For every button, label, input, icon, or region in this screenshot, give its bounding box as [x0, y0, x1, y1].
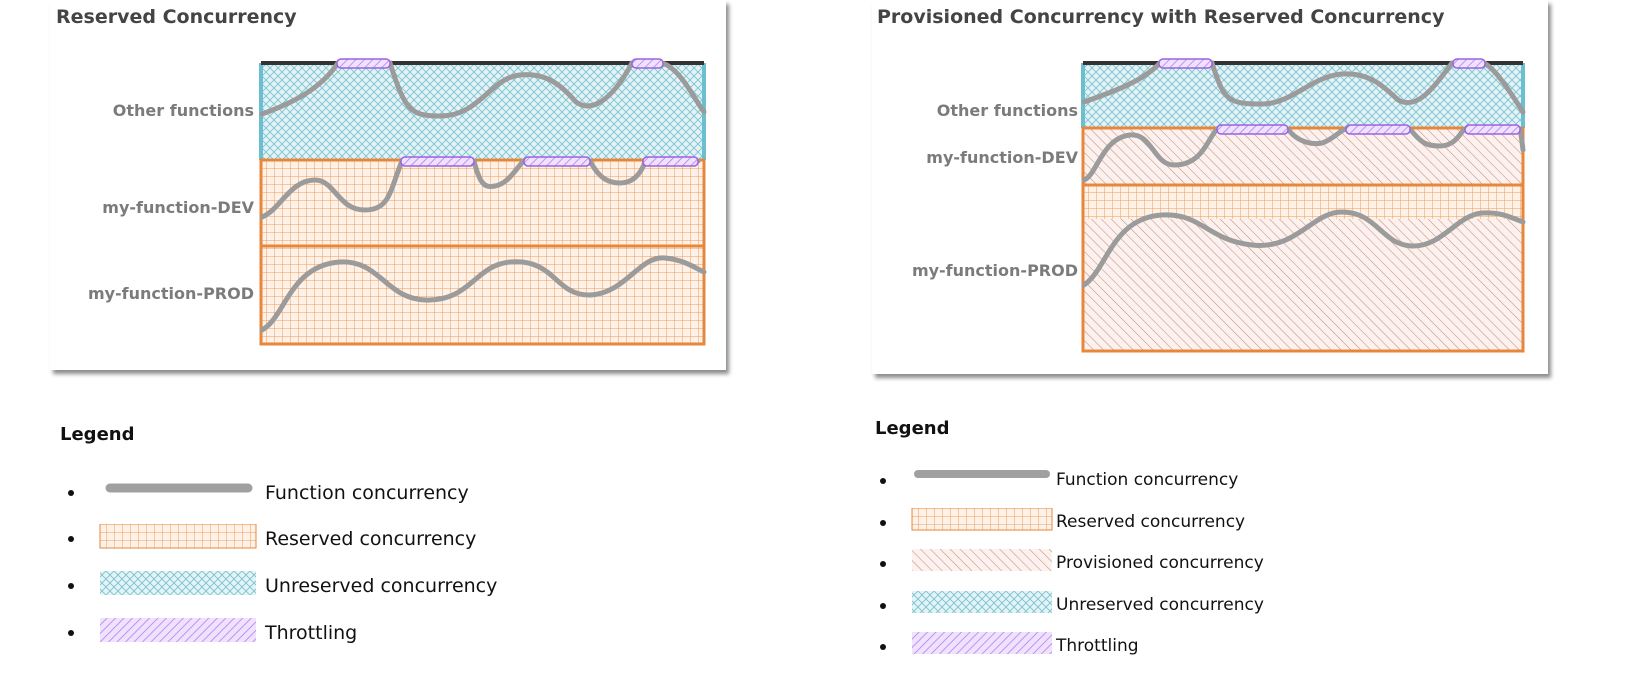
throttling-bar [400, 156, 475, 167]
provisioned-concurrency-swatch [912, 549, 1052, 571]
legend-label: Reserved concurrency [1056, 512, 1246, 532]
legend-item-unreserved-concurrency: Unreserved concurrency [880, 591, 1360, 623]
bullet [68, 536, 74, 542]
legend-item-function-concurrency: Function concurrency [880, 466, 1360, 498]
legend-label: Unreserved concurrency [265, 575, 498, 597]
bullet [880, 644, 886, 650]
legend-label: Provisioned concurrency [1056, 553, 1264, 573]
unreserved-concurrency-swatch [100, 571, 256, 595]
reserved-prod-border [259, 244, 706, 346]
throttling-swatch [912, 632, 1052, 654]
reserved-concurrency-panel: Reserved Concurrency Other functions my-… [50, 0, 726, 370]
legend-label: Reserved concurrency [265, 528, 477, 550]
provisioned-region-prod [1083, 219, 1523, 351]
bullet [68, 583, 74, 589]
legend-item-reserved-concurrency: Reserved concurrency [880, 508, 1360, 540]
reserved-region-prod [1083, 185, 1523, 219]
throttling-bar [1452, 58, 1486, 69]
row-label-my-function-dev: my-function-DEV [926, 148, 1078, 167]
throttling-swatch [100, 618, 256, 642]
concurrency-diagram [1081, 58, 1526, 353]
row-label-my-function-prod: my-function-PROD [911, 261, 1078, 280]
reserved-region-prod [261, 246, 704, 344]
row-label-my-function-dev: my-function-DEV [102, 198, 254, 217]
bullet [68, 490, 74, 496]
reserved-concurrency-swatch [99, 524, 257, 549]
throttling-bar [523, 156, 591, 167]
bullet [68, 630, 74, 636]
throttling-bar [642, 156, 699, 167]
reserved-region-dev [261, 160, 704, 246]
reserved-concurrency-swatch [911, 508, 1053, 531]
legend-item-provisioned-concurrency: Provisioned concurrency [880, 549, 1360, 581]
legend-title: Legend [875, 418, 950, 439]
legend-item-unreserved-concurrency: Unreserved concurrency [68, 571, 548, 603]
bullet [880, 561, 886, 567]
throttling-bar [1158, 58, 1213, 69]
throttling-bar [1345, 124, 1411, 135]
function-concurrency-swatch [105, 483, 253, 493]
legend-item-throttling: Throttling [68, 618, 548, 650]
bullet [880, 603, 886, 609]
bullet [880, 478, 886, 484]
unreserved-concurrency-swatch [912, 591, 1052, 613]
throttling-bar [1464, 124, 1521, 135]
throttling-bar [1216, 124, 1289, 135]
dev-concurrency-line [259, 158, 701, 220]
row-label-other-functions: Other functions [112, 101, 254, 120]
prod-concurrency-line [1081, 209, 1526, 288]
function-concurrency-swatch [914, 470, 1050, 478]
throttling-bar [631, 58, 664, 69]
reserved-prod-border [1081, 183, 1525, 353]
unreserved-region [1083, 64, 1523, 128]
legend-label: Throttling [1056, 636, 1139, 656]
legend-item-function-concurrency: Function concurrency [68, 478, 548, 510]
row-label-my-function-prod: my-function-PROD [87, 284, 254, 303]
legend-label: Function concurrency [265, 482, 469, 504]
unreserved-region [261, 64, 704, 160]
legend-item-throttling: Throttling [880, 632, 1360, 664]
bullet [880, 520, 886, 526]
provisioned-concurrency-panel: Provisioned Concurrency with Reserved Co… [872, 0, 1548, 374]
panel-title: Reserved Concurrency [56, 6, 297, 28]
legend-title: Legend [60, 424, 135, 445]
legend-label: Throttling [265, 622, 358, 644]
legend-item-reserved-concurrency: Reserved concurrency [68, 524, 548, 556]
dev-concurrency-line [1081, 126, 1526, 183]
row-label-other-functions: Other functions [936, 101, 1078, 120]
panel-title: Provisioned Concurrency with Reserved Co… [877, 6, 1445, 28]
legend-label: Unreserved concurrency [1056, 595, 1264, 615]
throttling-bar [336, 58, 391, 69]
legend-label: Function concurrency [1056, 470, 1239, 490]
prod-concurrency-line [259, 255, 707, 333]
concurrency-diagram [259, 58, 707, 346]
